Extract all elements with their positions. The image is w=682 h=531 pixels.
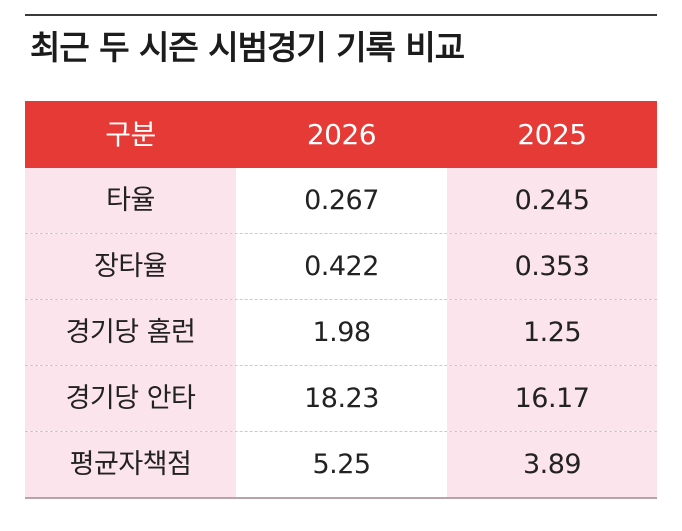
- value-2025: 3.89: [447, 432, 657, 497]
- value-2025: 1.25: [447, 300, 657, 365]
- row-label: 경기당 홈런: [25, 300, 236, 365]
- page-title: 최근 두 시즌 시범경기 기록 비교: [30, 28, 465, 67]
- table-row: 평균자책점 5.25 3.89: [25, 432, 657, 499]
- header-category: 구분: [105, 118, 156, 151]
- value-2025: 16.17: [447, 366, 657, 431]
- table-row: 장타율 0.422 0.353: [25, 234, 657, 300]
- header-2025: 2025: [517, 118, 587, 151]
- value-2026: 1.98: [236, 300, 447, 365]
- value-2025: 0.245: [447, 168, 657, 233]
- table-row: 경기당 안타 18.23 16.17: [25, 366, 657, 432]
- row-label: 경기당 안타: [25, 366, 236, 431]
- row-label: 평균자책점: [25, 432, 236, 497]
- row-label: 장타율: [25, 234, 236, 299]
- value-2026: 0.422: [236, 234, 447, 299]
- row-label: 타율: [25, 168, 236, 233]
- value-2026: 5.25: [236, 432, 447, 497]
- header-2026: 2026: [306, 118, 377, 151]
- value-2026: 0.267: [236, 168, 447, 233]
- comparison-table: 구분 2026 2025 타율 0.267 0.245 장타율 0.422 0.…: [25, 101, 657, 499]
- table-header-row: 구분 2026 2025: [25, 101, 657, 168]
- table-row: 경기당 홈런 1.98 1.25: [25, 300, 657, 366]
- value-2026: 18.23: [236, 366, 447, 431]
- table-row: 타율 0.267 0.245: [25, 168, 657, 234]
- top-rule: [25, 14, 657, 16]
- value-2025: 0.353: [447, 234, 657, 299]
